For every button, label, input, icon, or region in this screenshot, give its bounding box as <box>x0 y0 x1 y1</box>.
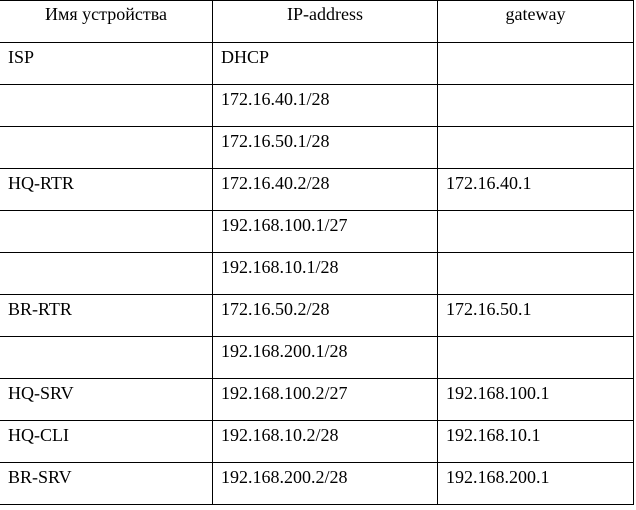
device-name-cell: HQ-CLI <box>0 420 213 463</box>
gateway-cell: 192.168.10.1 <box>437 420 634 463</box>
table-row: HQ-SRV 192.168.100.2/27 192.168.100.1 <box>0 378 634 421</box>
gateway-cell: 172.16.40.1 <box>437 168 634 211</box>
table-row: ISP DHCP <box>0 42 634 85</box>
header-device-name: Имя устройства <box>0 0 213 43</box>
device-name-cell: BR-SRV <box>0 462 213 505</box>
table-row: 192.168.100.1/27 <box>0 210 634 253</box>
ip-address-cell: 172.16.40.1/28 <box>212 84 438 127</box>
device-name-cell: HQ-SRV <box>0 378 213 421</box>
table-row: 172.16.40.1/28 <box>0 84 634 127</box>
ip-address-cell: DHCP <box>212 42 438 85</box>
table-row: 192.168.200.1/28 <box>0 336 634 379</box>
ip-address-cell: 192.168.10.1/28 <box>212 252 438 295</box>
table-body: ISP DHCP 172.16.40.1/28 172.16.50.1/28 HQ-RT… <box>0 42 634 505</box>
device-name-cell <box>0 84 213 127</box>
gateway-cell <box>437 84 634 127</box>
header-ip-address: IP-address <box>212 0 438 43</box>
gateway-cell <box>437 126 634 169</box>
gateway-cell <box>437 42 634 85</box>
gateway-cell <box>437 336 634 379</box>
gateway-cell <box>437 210 634 253</box>
ip-address-cell: 192.168.100.1/27 <box>212 210 438 253</box>
device-name-cell <box>0 336 213 379</box>
gateway-cell: 192.168.200.1 <box>437 462 634 505</box>
gateway-cell <box>437 252 634 295</box>
device-name-cell <box>0 126 213 169</box>
header-gateway: gateway <box>437 0 634 43</box>
ip-address-cell: 192.168.100.2/27 <box>212 378 438 421</box>
ip-address-cell: 192.168.200.2/28 <box>212 462 438 505</box>
device-name-cell: ISP <box>0 42 213 85</box>
table-row: 172.16.50.1/28 <box>0 126 634 169</box>
table-row: HQ-RTR 172.16.40.2/28 172.16.40.1 <box>0 168 634 211</box>
ip-address-cell: 172.16.50.1/28 <box>212 126 438 169</box>
ip-address-cell: 172.16.40.2/28 <box>212 168 438 211</box>
table-row: BR-SRV 192.168.200.2/28 192.168.200.1 <box>0 462 634 505</box>
header-row: Имя устройства IP-address gateway <box>0 0 634 43</box>
table-row: BR-RTR 172.16.50.2/28 172.16.50.1 <box>0 294 634 337</box>
gateway-cell: 172.16.50.1 <box>437 294 634 337</box>
ip-address-cell: 172.16.50.2/28 <box>212 294 438 337</box>
ip-address-cell: 192.168.200.1/28 <box>212 336 438 379</box>
gateway-cell: 192.168.100.1 <box>437 378 634 421</box>
device-name-cell <box>0 210 213 253</box>
device-name-cell: BR-RTR <box>0 294 213 337</box>
device-name-cell: HQ-RTR <box>0 168 213 211</box>
device-name-cell <box>0 252 213 295</box>
table-row: HQ-CLI 192.168.10.2/28 192.168.10.1 <box>0 420 634 463</box>
ip-address-cell: 192.168.10.2/28 <box>212 420 438 463</box>
table-row: 192.168.10.1/28 <box>0 252 634 295</box>
